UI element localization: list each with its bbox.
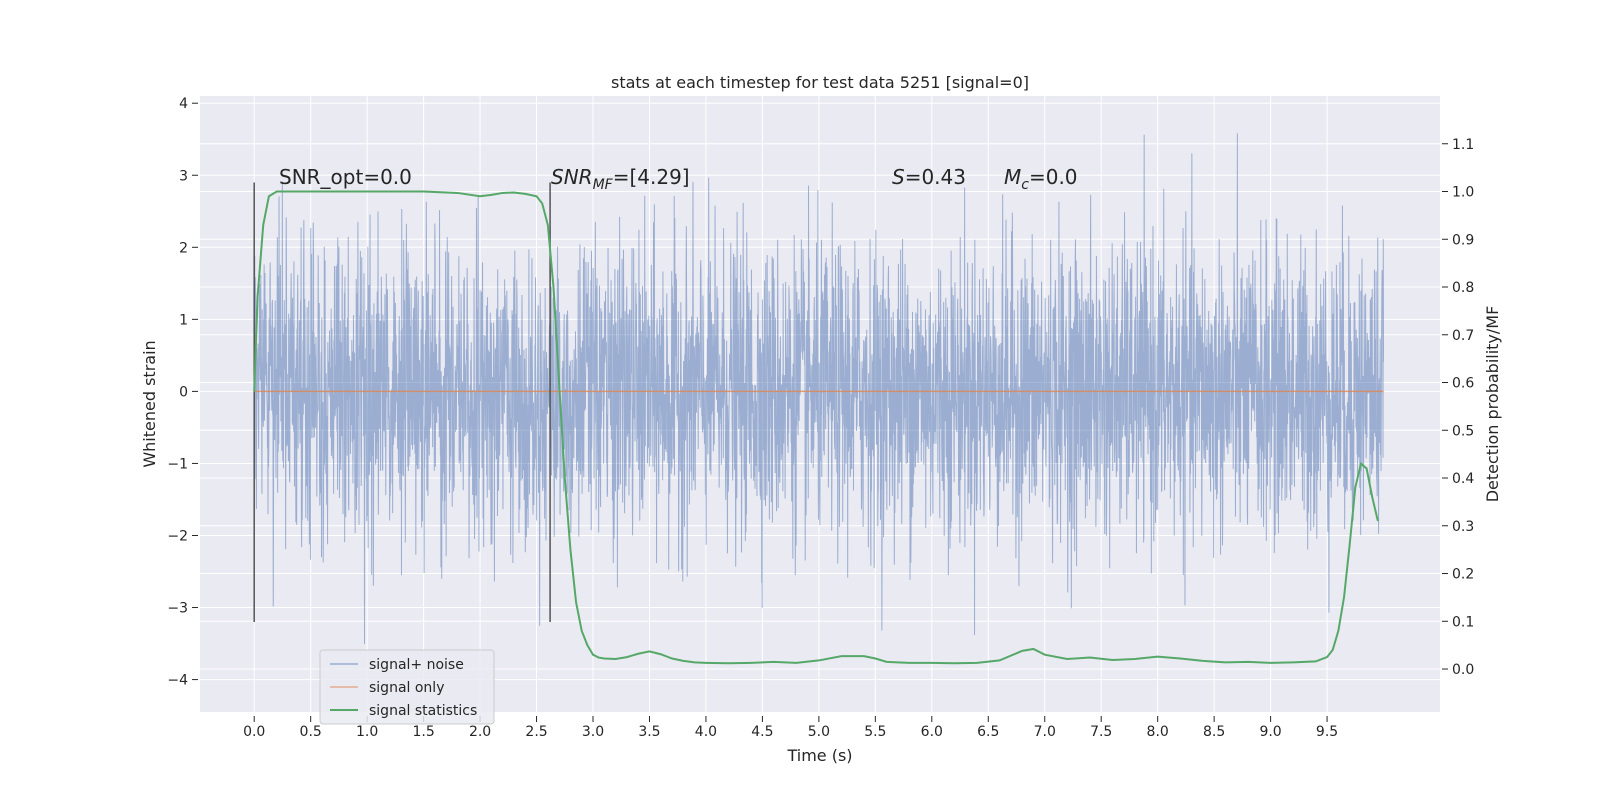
x-tick-label: 1.5 bbox=[412, 724, 434, 740]
annotation-snr-mf-symbol: SNR bbox=[551, 165, 593, 189]
annotation-snr-opt: SNR_opt=0.0 bbox=[279, 165, 412, 189]
x-tick-label: 4.5 bbox=[751, 724, 773, 740]
y-tick-label: 4 bbox=[179, 96, 188, 112]
x-tick-label: 7.0 bbox=[1034, 724, 1056, 740]
x-tick-label: 3.0 bbox=[582, 724, 604, 740]
y-tick-label: 2 bbox=[179, 240, 188, 256]
y2-tick-label: 0.9 bbox=[1452, 232, 1474, 248]
annotations: SNR_opt=0.0 SNRMF=[4.29] S=0.43 Mc=0.0 bbox=[279, 165, 1078, 193]
series-signal-noise-path bbox=[253, 133, 1385, 644]
legend: signal+ noise signal only signal statist… bbox=[319, 649, 495, 725]
y-tick-label: −1 bbox=[167, 456, 188, 472]
x-axis-ticks: 0.0 0.5 1.0 1.5 2.0 2.5 3.0 3.5 4.0 4.5 5.0 5.5 6.0 6… bbox=[243, 716, 1338, 740]
x-tick-label: 9.5 bbox=[1316, 724, 1338, 740]
x-tick-label: 0.0 bbox=[243, 724, 265, 740]
x-tick-label: 1.0 bbox=[356, 724, 378, 740]
x-tick-label: 2.0 bbox=[469, 724, 491, 740]
x-tick-label: 8.0 bbox=[1147, 724, 1169, 740]
y-tick-label: 1 bbox=[179, 312, 188, 328]
y-tick-label: −2 bbox=[167, 528, 188, 544]
annotation-mc-symbol: M bbox=[1004, 165, 1021, 189]
y2-tick-label: 0.7 bbox=[1452, 328, 1474, 344]
annotation-mc-value: =0.0 bbox=[1029, 165, 1078, 189]
y2-tick-label: 1.0 bbox=[1452, 185, 1474, 201]
y-axis-title: Whitened strain bbox=[140, 340, 159, 467]
x-tick-label: 6.5 bbox=[977, 724, 999, 740]
y2-tick-label: 0.5 bbox=[1452, 423, 1474, 439]
y-tick-label: 3 bbox=[179, 168, 188, 184]
annotation-snr-mf-value: =[4.29] bbox=[613, 165, 690, 189]
chart-title: stats at each timestep for test data 525… bbox=[611, 73, 1029, 92]
x-tick-label: 6.0 bbox=[921, 724, 943, 740]
annotation-snr-mf-subscript: MF bbox=[593, 177, 614, 193]
x-tick-label: 4.0 bbox=[695, 724, 717, 740]
x-tick-label: 2.5 bbox=[525, 724, 547, 740]
x-tick-label: 7.5 bbox=[1090, 724, 1112, 740]
annotation-mc-subscript: c bbox=[1021, 177, 1029, 193]
y2-tick-label: 0.0 bbox=[1452, 662, 1474, 678]
legend-box bbox=[319, 649, 495, 725]
x-tick-label: 5.0 bbox=[808, 724, 830, 740]
x-tick-label: 3.5 bbox=[638, 724, 660, 740]
series-signal-statistics bbox=[253, 190, 1379, 665]
y2-tick-label: 0.2 bbox=[1452, 567, 1474, 583]
y-axis-ticks: 4 3 2 1 0 −1 −2 −3 −4 bbox=[167, 96, 198, 689]
legend-label-signal-only: signal only bbox=[369, 680, 444, 696]
annotation-snr-mf: SNRMF=[4.29] bbox=[551, 165, 690, 193]
x-tick-label: 8.5 bbox=[1203, 724, 1225, 740]
y2-tick-label: 0.6 bbox=[1452, 376, 1474, 392]
y2-axis-ticks: 1.1 1.0 0.9 0.8 0.7 0.6 0.5 0.4 0.3 0.2 0.1 0.0 bbox=[1442, 137, 1474, 678]
x-tick-label: 9.0 bbox=[1259, 724, 1281, 740]
legend-label-signal-noise: signal+ noise bbox=[369, 657, 464, 673]
y2-tick-label: 0.3 bbox=[1452, 519, 1474, 535]
annotation-s-value: =0.43 bbox=[905, 165, 966, 189]
y2-axis-title: Detection probability/MF bbox=[1483, 306, 1502, 503]
y-tick-label: 0 bbox=[179, 384, 188, 400]
y2-tick-label: 0.1 bbox=[1452, 614, 1474, 630]
annotation-mc: Mc=0.0 bbox=[1004, 165, 1078, 193]
x-tick-label: 5.5 bbox=[864, 724, 886, 740]
y2-tick-label: 1.1 bbox=[1452, 137, 1474, 153]
legend-label-signal-statistics: signal statistics bbox=[369, 703, 477, 719]
annotation-s-stat: S=0.43 bbox=[892, 165, 966, 189]
y-tick-label: −4 bbox=[167, 673, 188, 689]
y2-tick-label: 0.4 bbox=[1452, 471, 1474, 487]
annotation-s-symbol: S bbox=[892, 165, 905, 189]
x-tick-label: 0.5 bbox=[300, 724, 322, 740]
series-signal-noise bbox=[253, 133, 1385, 644]
y-tick-label: −3 bbox=[167, 601, 188, 617]
y2-tick-label: 0.8 bbox=[1452, 280, 1474, 296]
x-axis-title: Time (s) bbox=[786, 746, 852, 765]
